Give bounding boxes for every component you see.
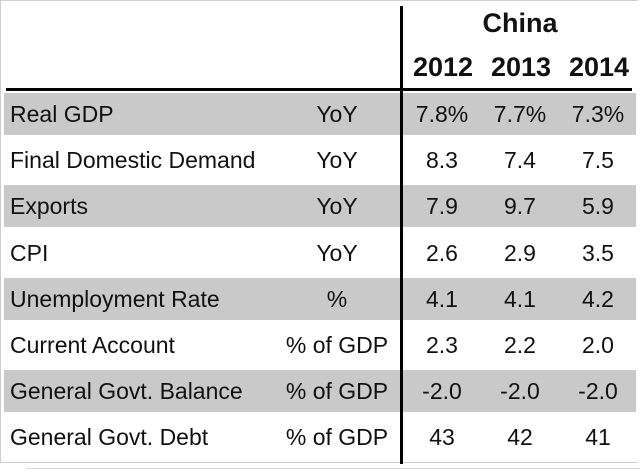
year-header-2012: 2012 [412, 52, 474, 82]
value-2014: 41 [585, 424, 611, 450]
row-label: Unemployment Rate [10, 286, 220, 312]
bottom-rule [26, 468, 640, 469]
value-2013: 7.4 [504, 147, 536, 173]
row-unit: YoY [316, 193, 358, 219]
vertical-rule [400, 6, 403, 464]
value-2012: 2.6 [426, 240, 458, 266]
row-label: Exports [10, 193, 88, 219]
table-row: CPI YoY 2.6 2.9 3.5 [4, 232, 636, 274]
row-label: Current Account [10, 332, 175, 358]
table-row: Unemployment Rate% 4.1 4.1 4.2 [4, 278, 636, 320]
value-2013: -2.0 [500, 378, 540, 404]
row-label: Final Domestic Demand [10, 147, 256, 173]
value-2014: 4.2 [582, 286, 614, 312]
value-2014: 7.5 [582, 147, 614, 173]
value-2014: 2.0 [582, 332, 614, 358]
row-label: Real GDP [10, 101, 114, 127]
table-row: Current Account % of GDP 2.3 2.2 2.0 [4, 324, 636, 366]
value-2014: 3.5 [582, 240, 614, 266]
value-2013: 42 [507, 424, 533, 450]
year-header-2014: 2014 [568, 52, 630, 82]
table-row: Real GDP YoY 7.8% 7.7% 7.3% [4, 93, 636, 135]
value-2012: 2.3 [426, 332, 458, 358]
value-2012: 7.8% [415, 101, 469, 127]
value-2013: 4.1 [504, 286, 536, 312]
row-unit: % of GDP [285, 378, 389, 404]
value-2012: -2.0 [422, 378, 462, 404]
row-label: General Govt. Balance [10, 378, 243, 404]
row-unit: % of GDP [285, 332, 389, 358]
year-header-2013: 2013 [490, 52, 552, 82]
value-2012: 43 [429, 424, 455, 450]
table-row: Final Domestic Demand YoY 8.3 7.4 7.5 [4, 139, 636, 181]
row-unit: % [326, 286, 348, 312]
value-2013: 9.7 [504, 193, 536, 219]
value-2012: 4.1 [426, 286, 458, 312]
value-2013: 7.7% [493, 101, 547, 127]
row-unit: YoY [316, 240, 358, 266]
row-unit: YoY [316, 147, 358, 173]
value-2014: -2.0 [578, 378, 618, 404]
value-2013: 2.9 [504, 240, 536, 266]
header-rule [6, 88, 632, 91]
table-row: Exports YoY 7.9 9.7 5.9 [4, 185, 636, 227]
value-2014: 7.3% [571, 101, 625, 127]
row-unit: % of GDP [285, 424, 389, 450]
value-2012: 8.3 [426, 147, 458, 173]
table-row: General Govt. Balance % of GDP -2.0 -2.0 -2.… [4, 370, 636, 412]
table-frame [0, 0, 638, 463]
country-header: China [482, 8, 558, 38]
value-2012: 7.9 [426, 193, 458, 219]
row-label: CPI [10, 240, 49, 266]
row-unit: YoY [316, 101, 358, 127]
value-2013: 2.2 [504, 332, 536, 358]
table-row: General Govt. Debt % of GDP 43 42 41 [4, 416, 636, 458]
value-2014: 5.9 [582, 193, 614, 219]
row-label: General Govt. Debt [10, 424, 209, 450]
